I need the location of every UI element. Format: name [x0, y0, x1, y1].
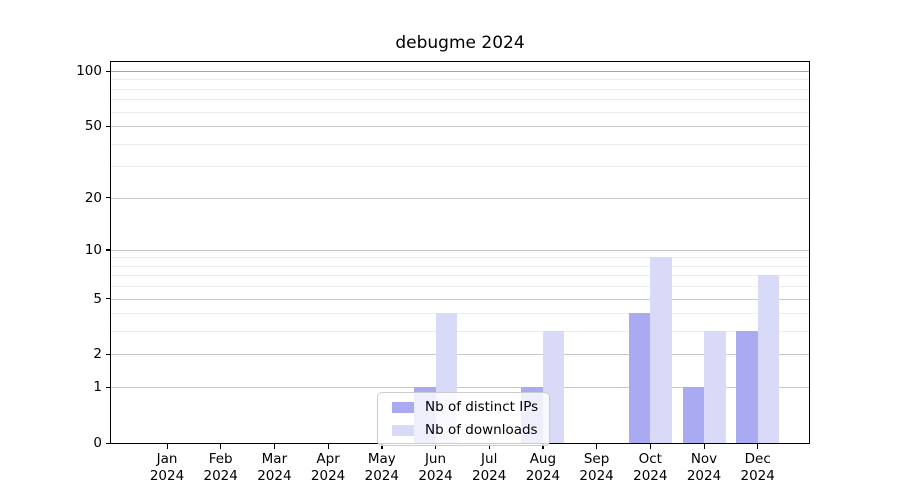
y-tick-2 — [106, 353, 110, 356]
gridline-minor-6 — [111, 286, 809, 288]
x-tick-6 — [488, 444, 490, 449]
x-tick-7 — [542, 444, 544, 449]
y-tick-20 — [106, 197, 110, 199]
gridline-minor-30 — [111, 166, 809, 168]
legend-item-distinct-ips: Nb of distinct IPs — [392, 399, 538, 415]
x-tick-label-9: Oct 2024 — [633, 451, 668, 484]
gridline-minor-4 — [111, 313, 809, 315]
legend: Nb of distinct IPs Nb of downloads — [377, 392, 551, 446]
y-tick-0 — [106, 442, 110, 444]
gridline-1 — [111, 387, 809, 389]
bar-distinct-ips-dec — [736, 331, 758, 443]
y-tick-label-0: 0 — [93, 435, 102, 451]
bar-downloads-nov — [704, 331, 726, 443]
legend-label-downloads: Nb of downloads — [425, 422, 538, 438]
x-tick-label-0: Jan 2024 — [149, 451, 185, 484]
x-tick-label-1: Feb 2024 — [203, 451, 238, 484]
y-tick-5 — [106, 298, 110, 300]
x-tick-0 — [166, 444, 168, 449]
x-tick-label-11: Dec 2024 — [740, 451, 775, 484]
x-tick-2 — [273, 444, 276, 449]
x-tick-9 — [649, 444, 652, 449]
x-tick-1 — [220, 444, 222, 449]
x-tick-label-2: Mar 2024 — [257, 451, 292, 484]
y-tick-1 — [106, 386, 110, 388]
gridline-10 — [111, 249, 809, 251]
y-tick-label-20: 20 — [84, 189, 102, 206]
x-tick-4 — [381, 444, 383, 449]
gridline-minor-9 — [111, 257, 809, 259]
x-tick-label-8: Sep 2024 — [579, 451, 614, 484]
x-tick-label-6: Jul 2024 — [472, 451, 507, 484]
x-tick-3 — [327, 444, 329, 449]
gridline-50 — [111, 126, 809, 128]
x-tick-11 — [757, 444, 759, 449]
gridline-minor-70 — [111, 99, 809, 101]
gridline-minor-7 — [111, 275, 809, 277]
gridline-100 — [111, 71, 809, 73]
gridline-20 — [111, 197, 809, 199]
x-tick-label-7: Aug 2024 — [525, 451, 561, 484]
gridline-minor-90 — [111, 79, 809, 81]
y-tick-label-50: 50 — [84, 118, 102, 135]
x-tick-10 — [703, 444, 705, 449]
x-tick-label-3: Apr 2024 — [310, 451, 346, 484]
legend-label-distinct-ips: Nb of distinct IPs — [425, 399, 539, 415]
x-tick-8 — [596, 444, 598, 449]
legend-swatch-downloads — [392, 424, 414, 436]
gridline-minor-80 — [111, 88, 809, 90]
gridline-minor-40 — [111, 143, 809, 145]
y-tick-label-10: 10 — [84, 241, 102, 258]
bar-distinct-ips-oct — [628, 313, 651, 443]
x-tick-label-4: May 2024 — [364, 451, 399, 484]
x-tick-label-5: Jun 2024 — [418, 451, 453, 484]
bar-downloads-dec — [757, 275, 780, 443]
gridline-minor-3 — [111, 331, 809, 333]
gridline-minor-8 — [111, 265, 809, 267]
gridline-minor-60 — [111, 111, 809, 113]
chart-title: debugme 2024 — [395, 33, 525, 53]
y-tick-label-100: 100 — [76, 63, 102, 80]
bar-distinct-ips-nov — [682, 387, 704, 443]
legend-swatch-distinct-ips — [392, 401, 414, 413]
bar-downloads-oct — [650, 257, 672, 443]
x-tick-5 — [435, 444, 437, 449]
y-tick-label-1: 1 — [93, 379, 102, 396]
plot-area: Nb of distinct IPs Nb of downloads 0 1 2 5 1… — [76, 61, 810, 484]
y-tick-10 — [106, 249, 110, 251]
gridline-2 — [111, 354, 809, 356]
x-tick-label-10: Nov 2024 — [686, 451, 722, 484]
y-tick-label-2: 2 — [93, 346, 102, 363]
y-tick-50 — [106, 125, 110, 127]
gridline-5 — [111, 298, 809, 300]
y-tick-label-5: 5 — [93, 290, 102, 307]
y-tick-100 — [106, 70, 110, 72]
legend-item-downloads: Nb of downloads — [392, 422, 538, 438]
